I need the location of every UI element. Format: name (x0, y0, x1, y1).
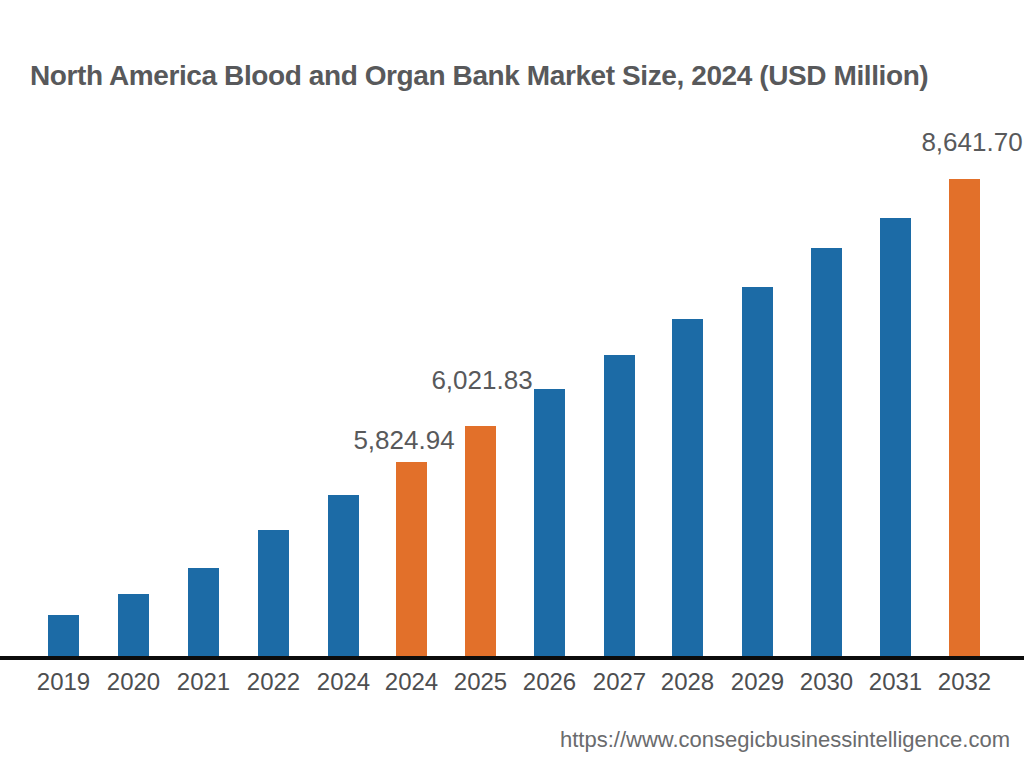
bar-2027-8 (604, 355, 635, 656)
bar-2031-12 (880, 218, 911, 656)
x-axis-label-2032-13: 2032 (925, 668, 1005, 696)
data-label-582494: 5,824.94 (353, 427, 454, 453)
source-url: https://www.consegicbusinessintelligence… (560, 727, 1010, 753)
x-axis-label-2024-5: 2024 (372, 668, 452, 696)
x-axis-label-2030-11: 2030 (787, 668, 867, 696)
bar-2022-3 (258, 530, 289, 656)
bar-2028-9 (672, 319, 703, 656)
x-axis-label-2025-6: 2025 (441, 668, 521, 696)
bar-2025-6 (465, 426, 496, 656)
x-axis-label-2020-1: 2020 (94, 668, 174, 696)
bar-2024-5 (396, 462, 427, 656)
x-axis-label-2031-12: 2031 (856, 668, 936, 696)
bar-2029-10 (742, 287, 773, 656)
data-label-602183: 6,021.83 (431, 367, 532, 393)
bar-2032-13 (949, 179, 980, 656)
bar-2026-7 (534, 389, 565, 656)
bar-2024-4 (328, 495, 359, 656)
bar-2019-0 (48, 615, 79, 656)
x-axis-line (0, 656, 1024, 660)
bar-2030-11 (811, 248, 842, 656)
x-axis-label-2021-2: 2021 (164, 668, 244, 696)
x-axis-label-2019-0: 2019 (24, 668, 104, 696)
bar-chart: 2019202020212022202420242025202620272028… (0, 0, 1024, 768)
data-label-864170: 8,641.70 (921, 129, 1022, 155)
x-axis-label-2028-9: 2028 (648, 668, 728, 696)
x-axis-label-2022-3: 2022 (234, 668, 314, 696)
chart-page: North America Blood and Organ Bank Marke… (0, 0, 1024, 768)
bar-2021-2 (188, 568, 219, 656)
x-axis-label-2029-10: 2029 (718, 668, 798, 696)
bar-2020-1 (118, 594, 149, 656)
x-axis-label-2026-7: 2026 (510, 668, 590, 696)
